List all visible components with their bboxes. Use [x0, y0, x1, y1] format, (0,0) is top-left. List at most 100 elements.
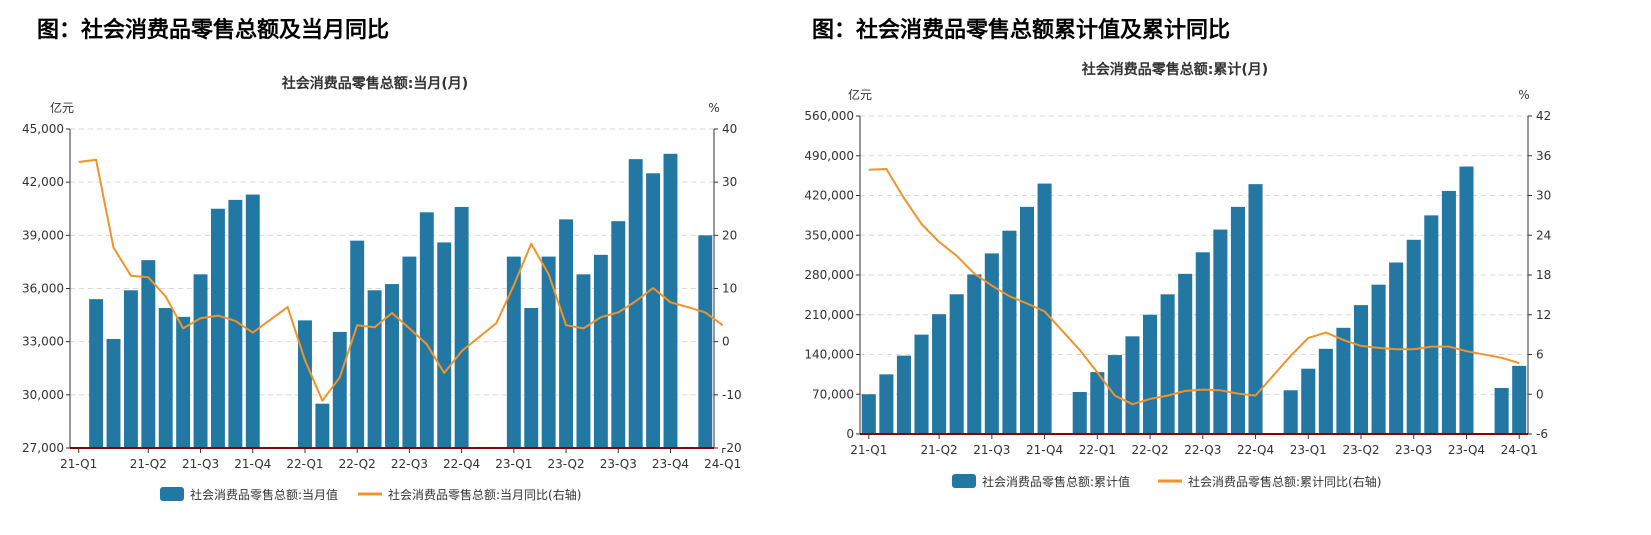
x-tick-label: 23-Q3 — [600, 457, 637, 471]
y-tick-label: 0 — [846, 427, 854, 441]
bar — [158, 307, 173, 448]
x-tick-label: 22-Q2 — [339, 457, 376, 471]
bar — [315, 403, 330, 448]
x-tick-label: 21-Q1 — [60, 457, 97, 471]
bar — [385, 284, 399, 448]
legend-swatch-bar — [952, 474, 976, 488]
chart-title: 社会消费品零售总额:当月(月) — [281, 75, 468, 92]
bar — [1213, 229, 1228, 434]
bar — [402, 256, 417, 448]
bar — [559, 219, 574, 448]
figure-title: 图：社会消费品零售总额及当月同比 — [37, 18, 390, 43]
bar — [914, 334, 929, 434]
bar — [1353, 305, 1369, 434]
bar — [879, 374, 894, 434]
y-axis-unit-right: % — [1518, 88, 1529, 102]
bar — [1072, 391, 1087, 434]
bar — [210, 208, 225, 448]
legend-label-bar: 社会消费品零售总额:当月值 — [190, 487, 338, 502]
bar — [1002, 230, 1017, 434]
bar — [1248, 184, 1263, 434]
bar — [193, 274, 208, 448]
y2-tick-label: -20 — [722, 441, 742, 455]
y2-tick-label: 0 — [722, 335, 730, 349]
bar — [1336, 327, 1351, 434]
bar — [245, 194, 260, 448]
bar — [228, 199, 243, 448]
y-tick-label: 42,000 — [22, 175, 64, 189]
y-tick-label: 280,000 — [804, 268, 854, 282]
y-tick-label: 33,000 — [22, 335, 64, 349]
bar — [646, 173, 661, 449]
x-tick-label: 21-Q3 — [973, 443, 1010, 457]
bar — [1424, 215, 1439, 434]
bar — [350, 240, 365, 448]
x-tick-label: 23-Q1 — [495, 457, 532, 471]
x-tick-label: 23-Q4 — [1448, 443, 1485, 457]
bar — [419, 212, 434, 448]
bar — [1301, 368, 1316, 434]
legend-label-bar: 社会消费品零售总额:累计值 — [982, 474, 1130, 489]
y-tick-label: 350,000 — [804, 228, 854, 242]
cumulative-chart: 社会消费品零售总额:累计(月) 亿元 % 0 70,000 140,000 210,000 2… — [804, 61, 1551, 489]
y2-tick-label: 24 — [1536, 228, 1551, 242]
y-tick-label: 30,000 — [22, 388, 64, 402]
x-tick-label: 22-Q4 — [1237, 443, 1274, 457]
y-tick-label: 490,000 — [804, 149, 854, 163]
chart-title: 社会消费品零售总额:累计(月) — [1081, 61, 1268, 78]
y2-tick-label: 36 — [1536, 149, 1551, 163]
y-tick-label: 420,000 — [804, 189, 854, 203]
y2-tick-label: -6 — [1536, 427, 1548, 441]
chart-panel-monthly: 图：社会消费品零售总额及当月同比 社会消费品零售总额:当月(月) 亿元% 27,00… — [0, 0, 800, 535]
bar — [1371, 284, 1386, 434]
chart-panel-cumulative: 图：社会消费品零售总额累计值及累计同比 社会消费品零售总额:累计(月) 亿元% 0 7… — [790, 0, 1651, 535]
x-tick-label: 21-Q3 — [182, 457, 219, 471]
monthly-chart: 社会消费品零售总额:当月(月) 亿元 % 27,000 30,000 33,000 36,0… — [22, 75, 742, 502]
bar — [896, 355, 911, 434]
x-tick-label: 21-Q1 — [850, 443, 887, 457]
bar — [106, 339, 121, 448]
y-axis-unit-left: 亿元 — [848, 87, 872, 102]
y2-tick-label: 42 — [1536, 109, 1551, 123]
bar — [298, 320, 312, 448]
bar — [861, 394, 876, 434]
bar — [332, 331, 347, 448]
bar — [89, 299, 104, 448]
bar — [1125, 336, 1140, 434]
bar — [454, 206, 469, 448]
y2-tick-label: 18 — [1536, 268, 1551, 282]
y-tick-label: 36,000 — [22, 282, 64, 296]
y2-tick-label: 40 — [722, 122, 737, 136]
x-tick-label: 21-Q2 — [921, 443, 958, 457]
bar — [1178, 273, 1193, 434]
bar — [663, 153, 678, 449]
y2-tick-label: 20 — [722, 228, 737, 242]
y2-tick-label: 6 — [1536, 348, 1544, 362]
x-tick-label: 23-Q2 — [1342, 443, 1379, 457]
bar — [611, 221, 626, 448]
bar — [367, 290, 382, 448]
x-tick-label: 22-Q3 — [391, 457, 428, 471]
legend-label-line: 社会消费品零售总额:累计同比(右轴) — [1188, 474, 1381, 489]
y-axis-unit-right: % — [708, 101, 719, 115]
series-line — [868, 168, 1520, 406]
y2-tick-label: -10 — [722, 388, 742, 402]
x-tick-label: 23-Q1 — [1290, 443, 1327, 457]
x-tick-label: 22-Q2 — [1131, 443, 1168, 457]
x-tick-label: 23-Q4 — [652, 457, 689, 471]
bar — [932, 314, 947, 434]
series-line — [78, 158, 724, 402]
bar — [437, 242, 452, 448]
y2-tick-label: 0 — [1536, 387, 1544, 401]
bar — [1512, 365, 1527, 434]
x-tick-label: 22-Q1 — [1079, 443, 1116, 457]
figure-title: 图：社会消费品零售总额累计值及累计同比 — [812, 18, 1231, 43]
y-tick-label: 45,000 — [22, 122, 64, 136]
bar — [176, 316, 191, 448]
bar — [628, 159, 643, 448]
bar — [1230, 206, 1245, 434]
bar — [593, 254, 608, 448]
y-tick-label: 560,000 — [804, 109, 854, 123]
bar — [698, 235, 713, 448]
y-tick-label: 210,000 — [804, 308, 854, 322]
